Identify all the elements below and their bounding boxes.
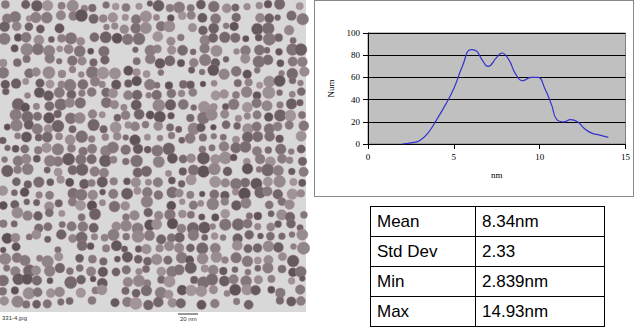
svg-text:60: 60 [351, 72, 361, 82]
svg-text:100: 100 [347, 28, 361, 38]
svg-text:nm: nm [491, 170, 503, 180]
html-text:14.93nm: 14.93nm [482, 301, 549, 321]
svg-text:80: 80 [351, 50, 361, 60]
svg-text:10: 10 [535, 152, 545, 162]
svg-text:20 nm: 20 nm [180, 316, 197, 322]
svg-text:0: 0 [356, 139, 361, 149]
html-text:Std Dev: Std Dev [377, 241, 438, 261]
svg-text:331-4.jpg: 331-4.jpg [2, 315, 27, 321]
svg-text:40: 40 [351, 95, 361, 105]
html-text:Min: Min [377, 271, 405, 291]
html-text:8.34nm: 8.34nm [482, 211, 539, 231]
svg-text:20: 20 [351, 117, 361, 127]
html-text:Max: Max [377, 301, 410, 321]
svg-text:0: 0 [366, 152, 371, 162]
svg-text:Num: Num [326, 80, 336, 98]
svg-text:5: 5 [452, 152, 457, 162]
svg-text:15: 15 [621, 152, 631, 162]
html-text:2.839nm: 2.839nm [482, 271, 549, 291]
html-text:2.33: 2.33 [482, 241, 516, 261]
html-text:Mean: Mean [377, 211, 420, 231]
